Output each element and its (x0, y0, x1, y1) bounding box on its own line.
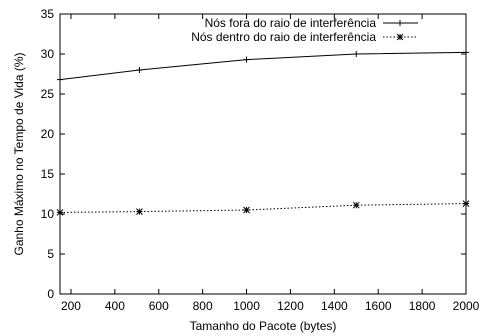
x-tick-label-8: 1800 (409, 299, 436, 313)
y-tick-label-2: 10 (41, 207, 55, 221)
series-1-point-0 (56, 209, 64, 216)
series-0-point-1 (136, 67, 143, 73)
legend-marker-glyph-0 (397, 20, 403, 26)
y-tick-label-6: 30 (41, 47, 55, 61)
x-tick-label-2: 600 (149, 299, 169, 313)
y-axis-title: Ganho Máximo no Tempo de Vida (%) (12, 52, 26, 255)
x-tick-label-6: 1400 (321, 299, 348, 313)
legend-label-1: Nós dentro do raio de interferência (191, 30, 376, 44)
plot-frame (59, 13, 467, 295)
y-tick-label-5: 25 (41, 87, 55, 101)
series-1-point-2 (243, 206, 250, 214)
x-tick-label-0: 200 (61, 299, 81, 313)
series-0-point-4 (463, 49, 469, 56)
legend-marker-1 (396, 33, 404, 41)
series-0-point-2 (243, 56, 250, 63)
x-tick-label-4: 1000 (233, 299, 260, 313)
x-tick-label-7: 1600 (365, 299, 392, 313)
series-line-0 (59, 51, 467, 81)
x-tick-label-5: 1200 (277, 299, 304, 313)
y-tick-label-4: 20 (41, 127, 55, 141)
x-tick-label-1: 400 (105, 299, 125, 313)
series-1-point-1 (136, 208, 143, 215)
x-tick-label-3: 800 (193, 299, 213, 313)
series-1-point-3 (352, 201, 360, 209)
y-axis: 0 5 10 15 20 25 30 35 (41, 7, 466, 301)
x-axis: 200 400 600 800 1000 1200 1400 1600 1800 2000 (61, 14, 480, 313)
series-layer (56, 49, 470, 216)
series-1-point-4 (462, 200, 470, 207)
y-tick-label-3: 15 (41, 167, 55, 181)
series-0-point-0 (57, 76, 63, 83)
y-tick-label-7: 35 (41, 7, 55, 21)
legend-label-0: Nós fora do raio de interferência (205, 16, 377, 30)
legend-marker-glyph-1 (396, 33, 404, 41)
legend-marker-0 (397, 20, 403, 26)
x-tick-label-9: 2000 (453, 299, 480, 313)
legend: Nós fora do raio de interferência Nós de… (191, 16, 418, 44)
x-axis-title: Tamanho do Pacote (bytes) (190, 319, 337, 333)
series-line-1 (59, 203, 467, 213)
y-tick-label-0: 0 (47, 287, 54, 301)
y-tick-label-1: 5 (47, 247, 54, 261)
series-0-point-3 (353, 51, 360, 57)
